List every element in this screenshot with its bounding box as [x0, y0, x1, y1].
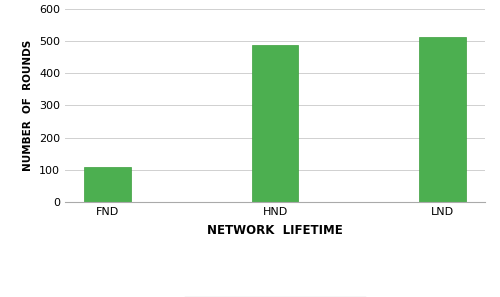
Bar [252, 45, 298, 202]
Y-axis label: NUMBER  OF  ROUNDS: NUMBER OF ROUNDS [24, 40, 34, 171]
Bar [419, 37, 466, 202]
Bar [84, 167, 131, 202]
X-axis label: NETWORK  LIFETIME: NETWORK LIFETIME [207, 224, 343, 237]
